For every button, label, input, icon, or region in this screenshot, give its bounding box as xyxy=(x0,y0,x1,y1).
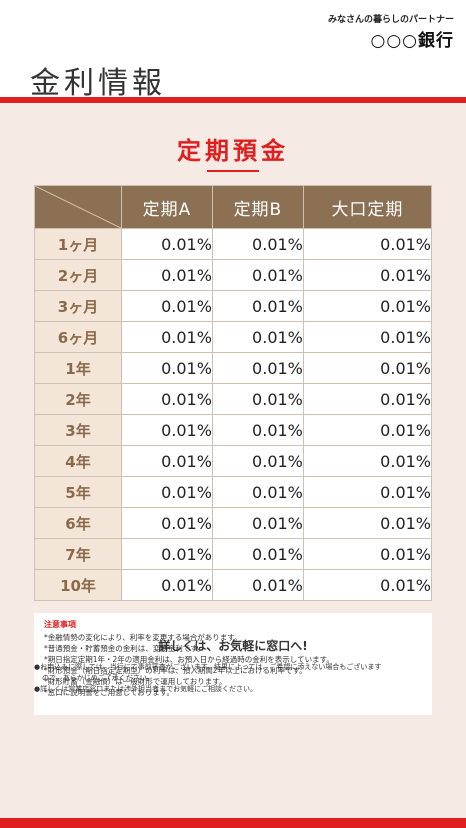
diagonal-divider-icon xyxy=(35,186,121,228)
rate-cell: 0.01% xyxy=(121,538,213,570)
table-row: 2ヶ月 0.01% 0.01% 0.01% xyxy=(34,259,433,291)
rate-cell: 0.01% xyxy=(121,445,213,477)
term-label: 2年 xyxy=(34,383,122,415)
rate-cell: 0.01% xyxy=(302,228,433,260)
term-label: 1年 xyxy=(34,352,122,384)
note-line: *期日指定定期1年・2年の適用金利は、お預入日から経過時の金利を表示しています。 xyxy=(44,655,334,664)
disclaimer-item: ●詳しくは営業店窓口または渉外担当者までお気軽にご相談ください。 xyxy=(34,685,257,693)
rate-cell: 0.01% xyxy=(302,507,433,539)
rate-cell: 0.01% xyxy=(302,569,433,601)
rate-cell: 0.01% xyxy=(211,290,304,322)
disclaimer-item: ●お申込みに際しては、当行にて事前審査がございます。結果によっては、ご希望に添え… xyxy=(34,663,382,671)
footer-bar xyxy=(0,818,466,828)
rate-cell: 0.01% xyxy=(211,228,304,260)
corner-cell xyxy=(34,185,122,229)
table-header-row: 定期A 定期B 大口定期 xyxy=(34,185,433,229)
rate-cell: 0.01% xyxy=(211,507,304,539)
rate-cell: 0.01% xyxy=(121,507,213,539)
rate-cell: 0.01% xyxy=(302,352,433,384)
rate-cell: 0.01% xyxy=(211,352,304,384)
bank-name: ○○○銀行 xyxy=(370,31,454,51)
term-label: 2ヶ月 xyxy=(34,259,122,291)
term-label: 3年 xyxy=(34,414,122,446)
table-row: 4年 0.01% 0.01% 0.01% xyxy=(34,445,433,477)
rate-cell: 0.01% xyxy=(121,228,213,260)
rate-cell: 0.01% xyxy=(211,321,304,353)
table-row: 3ヶ月 0.01% 0.01% 0.01% xyxy=(34,290,433,322)
table-row: 1ヶ月 0.01% 0.01% 0.01% xyxy=(34,228,433,260)
term-label: 6ヶ月 xyxy=(34,321,122,353)
term-label: 1ヶ月 xyxy=(34,228,122,260)
header: みなさんの暮らしのパートナー ○○○銀行 金利情報 xyxy=(0,0,466,101)
rate-cell: 0.01% xyxy=(302,476,433,508)
column-header-a: 定期A xyxy=(121,185,213,229)
term-label: 3ヶ月 xyxy=(34,290,122,322)
rate-cell: 0.01% xyxy=(121,383,213,415)
rate-cell: 0.01% xyxy=(121,352,213,384)
note-line: *窓口に説明書をご用意しております。 xyxy=(44,688,175,697)
term-label: 7年 xyxy=(34,538,122,570)
table-row: 2年 0.01% 0.01% 0.01% xyxy=(34,383,433,415)
table-row: 1年 0.01% 0.01% 0.01% xyxy=(34,352,433,384)
rate-cell: 0.01% xyxy=(211,445,304,477)
notes-box: 注意事項 *金融情勢の変化により、利率を変更する場合があります。 *普通預金・貯… xyxy=(34,613,432,715)
disclaimer-list: ●お申込みに際しては、当行にて事前審査がございます。結果によっては、ご希望に添え… xyxy=(34,662,434,695)
section-title: 定期預金 xyxy=(177,137,289,165)
rate-cell: 0.01% xyxy=(302,445,433,477)
rate-cell: 0.01% xyxy=(211,383,304,415)
table-row: 3年 0.01% 0.01% 0.01% xyxy=(34,414,433,446)
note-line: *金融情勢の変化により、利率を変更する場合があります。 xyxy=(44,633,242,642)
disclaimer-item-continuation: ので、あらかじめご了承ください。 xyxy=(42,674,154,682)
table-row: 6ヶ月 0.01% 0.01% 0.01% xyxy=(34,321,433,353)
title-underline xyxy=(207,170,259,172)
column-header-b: 定期B xyxy=(211,185,304,229)
rate-cell: 0.01% xyxy=(211,476,304,508)
note-line: *財形貯蓄（金融債）は一般財形で運用しております。 xyxy=(44,677,227,686)
rate-cell: 0.01% xyxy=(211,569,304,601)
rate-cell: 0.01% xyxy=(121,414,213,446)
rates-table: 定期A 定期B 大口定期 1ヶ月 0.01% 0.01% 0.01% 2ヶ月 0.01% 0… xyxy=(34,185,433,601)
term-label: 10年 xyxy=(34,569,122,601)
rate-cell: 0.01% xyxy=(211,414,304,446)
rate-cell: 0.01% xyxy=(211,259,304,291)
main-panel: 定期預金 定期A 定期B 大口定期 1ヶ月 0.01% 0.01% 0.01% 2ヶ月 0… xyxy=(0,103,466,818)
rate-cell: 0.01% xyxy=(211,538,304,570)
header-divider xyxy=(0,97,466,103)
rate-cell: 0.01% xyxy=(302,538,433,570)
table-row: 5年 0.01% 0.01% 0.01% xyxy=(34,476,433,508)
term-label: 4年 xyxy=(34,445,122,477)
rate-cell: 0.01% xyxy=(121,569,213,601)
rate-cell: 0.01% xyxy=(302,290,433,322)
note-line: *普通預金・貯蓄預金の金利は、変動金利です。 xyxy=(44,644,205,653)
column-header-large: 大口定期 xyxy=(302,185,433,229)
rate-cell: 0.01% xyxy=(121,290,213,322)
table-row: 7年 0.01% 0.01% 0.01% xyxy=(34,538,433,570)
term-label: 6年 xyxy=(34,507,122,539)
rate-cell: 0.01% xyxy=(121,259,213,291)
rate-cell: 0.01% xyxy=(121,476,213,508)
bank-tagline: みなさんの暮らしのパートナー xyxy=(327,15,454,25)
rate-cell: 0.01% xyxy=(302,414,433,446)
page-title: 金利情報 xyxy=(30,66,166,101)
note-line: *財形預金（期日指定定期型）の利率は、預入期間2年以上における利率です。 xyxy=(44,666,307,675)
rate-cell: 0.01% xyxy=(302,259,433,291)
rate-cell: 0.01% xyxy=(302,383,433,415)
notes-heading: 注意事項 xyxy=(44,620,76,629)
contact-cta: 詳しくは、お気軽に窓口へ! xyxy=(158,639,308,653)
rate-cell: 0.01% xyxy=(121,321,213,353)
table-row: 10年 0.01% 0.01% 0.01% xyxy=(34,569,433,601)
table-row: 6年 0.01% 0.01% 0.01% xyxy=(34,507,433,539)
term-label: 5年 xyxy=(34,476,122,508)
rate-cell: 0.01% xyxy=(302,321,433,353)
